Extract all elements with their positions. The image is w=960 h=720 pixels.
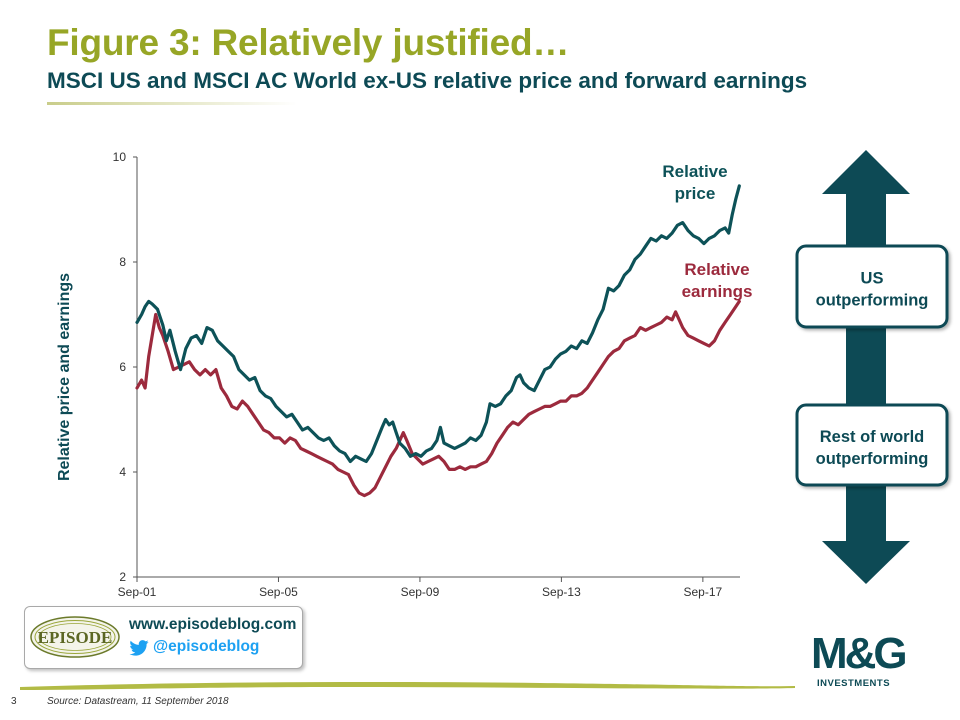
episode-logo: EPISODE [30,616,120,658]
relative-earnings-label: Relative earnings [682,260,753,301]
x-tick-label: Sep-13 [542,585,581,599]
twitter-icon [129,640,149,656]
y-tick-label: 2 [119,570,126,584]
y-tick-label: 10 [113,150,127,164]
page-number: 3 [11,696,17,707]
relative-price-line [135,184,741,464]
relative-earnings-label-line: Relative [684,260,749,279]
mg-logo-text: M&G [811,629,908,678]
episode-blog-banner[interactable]: EPISODE www.episodeblog.com @episodeblog [24,606,303,669]
us-outperforming-box [795,244,949,329]
y-tick-label: 8 [119,255,126,269]
page-subtitle: MSCI US and MSCI AC World ex-US relative… [47,68,808,93]
page-title: Figure 3: Relatively justified… [47,22,570,63]
chart-series-labels: Relative price Relative earnings [662,162,752,301]
rest-of-world-outperforming-box [795,403,949,487]
relative-price-label: Relative price [662,162,727,203]
title-underline [47,102,297,105]
relative-price-label-line: Relative [662,162,727,181]
rest-of-world-outperforming-label-line: outperforming [816,450,929,468]
x-tick-label: Sep-17 [684,585,723,599]
mg-investments-logo: M&G INVESTMENTS [811,629,931,690]
y-tick-label: 6 [119,360,126,374]
footer-rule [20,682,795,690]
outperformance-arrow: US outperforming Rest of world outperformin… [795,150,949,584]
x-tick-label: Sep-01 [118,585,157,599]
us-outperforming-label: US outperforming [816,270,929,310]
mg-logo-subtext: INVESTMENTS [817,678,891,689]
relative-price-label-line: price [675,184,716,203]
arrow-up-head [822,150,910,194]
website-link[interactable]: www.episodeblog.com [129,616,297,633]
episode-logo-text: EPISODE [38,628,113,647]
rest-of-world-outperforming-label: Rest of world outperforming [816,428,929,468]
y-axis-title: Relative price and earnings [56,273,73,481]
relative-price-earnings-chart: 2 4 6 8 10 Sep-01 Sep-05 Sep-09 Sep-13 Sep-17 Rela… [56,150,949,599]
relative-earnings-line [135,299,741,498]
us-outperforming-label-line: US [861,270,884,288]
y-tick-label: 4 [119,465,126,479]
chart-series [135,184,741,498]
chart-axes: 2 4 6 8 10 Sep-01 Sep-05 Sep-09 Sep-13 Sep-17 Rela… [56,150,740,599]
relative-earnings-label-line: earnings [682,282,753,301]
us-outperforming-label-line: outperforming [816,292,929,310]
twitter-handle[interactable]: @episodeblog [153,638,260,655]
rest-of-world-outperforming-label-line: Rest of world [820,428,925,446]
source-note: Source: Datastream, 11 September 2018 [47,696,229,707]
x-tick-label: Sep-05 [259,585,298,599]
x-tick-label: Sep-09 [401,585,440,599]
arrow-down-head [822,541,910,584]
